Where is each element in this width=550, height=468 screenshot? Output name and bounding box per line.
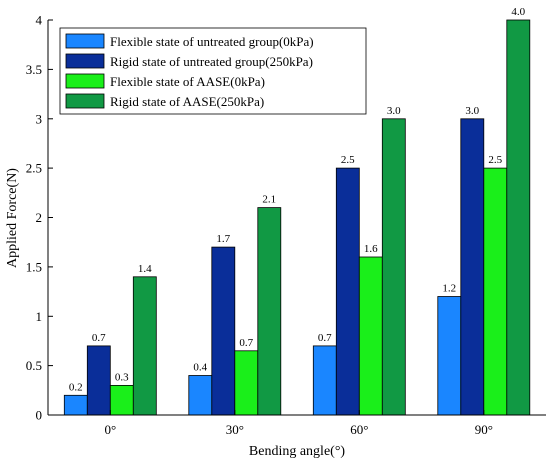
bar <box>188 375 213 416</box>
legend: Flexible state of untreated group(0kPa) R… <box>59 27 367 115</box>
data-label: 0.7 <box>318 332 332 344</box>
y-tick-label: 0 <box>36 408 43 423</box>
y-axis-label: Applied Force(N) <box>5 168 20 268</box>
data-label: 1.2 <box>442 283 456 295</box>
x-tick-label: 0° <box>104 422 116 437</box>
y-tick-label: 0.5 <box>26 358 42 373</box>
legend-swatch <box>65 53 105 69</box>
data-label: 0.7 <box>239 337 253 349</box>
data-label: 1.7 <box>216 233 230 245</box>
bar <box>358 256 383 416</box>
data-label: 1.6 <box>364 243 378 255</box>
y-tick-label: 2 <box>36 210 43 225</box>
x-tick-label: 30° <box>226 422 244 437</box>
bar <box>132 276 157 416</box>
data-label: 0.3 <box>115 371 129 383</box>
legend-label: Rigid state of untreated group(250kPa) <box>110 54 313 69</box>
data-label: 2.5 <box>488 154 502 166</box>
y-tick-label: 1.5 <box>26 259 42 274</box>
data-labels-layer: 0.2 0.7 0.3 1.4 0.4 1.7 0.7 2.1 0.7 2.5 1.6 3.0 1.2 3… <box>69 6 526 393</box>
data-label: 1.4 <box>138 263 152 275</box>
bar <box>211 246 236 416</box>
bar <box>506 19 531 416</box>
bar <box>460 118 485 416</box>
y-tick-label: 2.5 <box>26 161 42 176</box>
bar <box>63 394 88 416</box>
y-ticks-layer: 0 0.5 1 1.5 2 2.5 3 3.5 4 <box>26 13 53 423</box>
bar <box>483 167 508 416</box>
bar <box>437 296 462 416</box>
x-tick-label: 60° <box>350 422 368 437</box>
legend-label: Rigid state of AASE(250kPa) <box>110 94 264 109</box>
x-ticks-layer: 0° 30° 60° 90° <box>104 410 493 437</box>
legend-label: Flexible state of untreated group(0kPa) <box>110 34 314 49</box>
x-tick-label: 90° <box>475 422 493 437</box>
legend-swatch <box>65 33 105 49</box>
data-label: 2.5 <box>341 154 355 166</box>
data-label: 2.1 <box>262 194 276 206</box>
data-label: 0.2 <box>69 381 83 393</box>
legend-box <box>59 27 367 115</box>
data-label: 0.7 <box>92 332 106 344</box>
bar <box>86 345 111 416</box>
x-axis-label: Bending angle(°) <box>249 444 346 459</box>
legend-swatch <box>65 93 105 109</box>
y-tick-label: 3 <box>36 111 43 126</box>
y-tick-label: 4 <box>36 13 43 28</box>
data-label: 0.4 <box>193 362 207 374</box>
bar <box>109 384 134 416</box>
bar <box>335 167 360 416</box>
bar <box>312 345 337 416</box>
bar <box>381 118 406 416</box>
data-label: 3.0 <box>465 105 479 117</box>
bars-layer <box>63 19 531 416</box>
data-label: 4.0 <box>511 6 525 18</box>
bar <box>257 207 282 416</box>
bar <box>234 350 259 416</box>
y-tick-label: 1 <box>36 309 43 324</box>
data-label: 3.0 <box>387 105 401 117</box>
legend-label: Flexible state of AASE(0kPa) <box>110 74 265 89</box>
y-tick-label: 3.5 <box>26 62 42 77</box>
legend-swatch <box>65 73 105 89</box>
